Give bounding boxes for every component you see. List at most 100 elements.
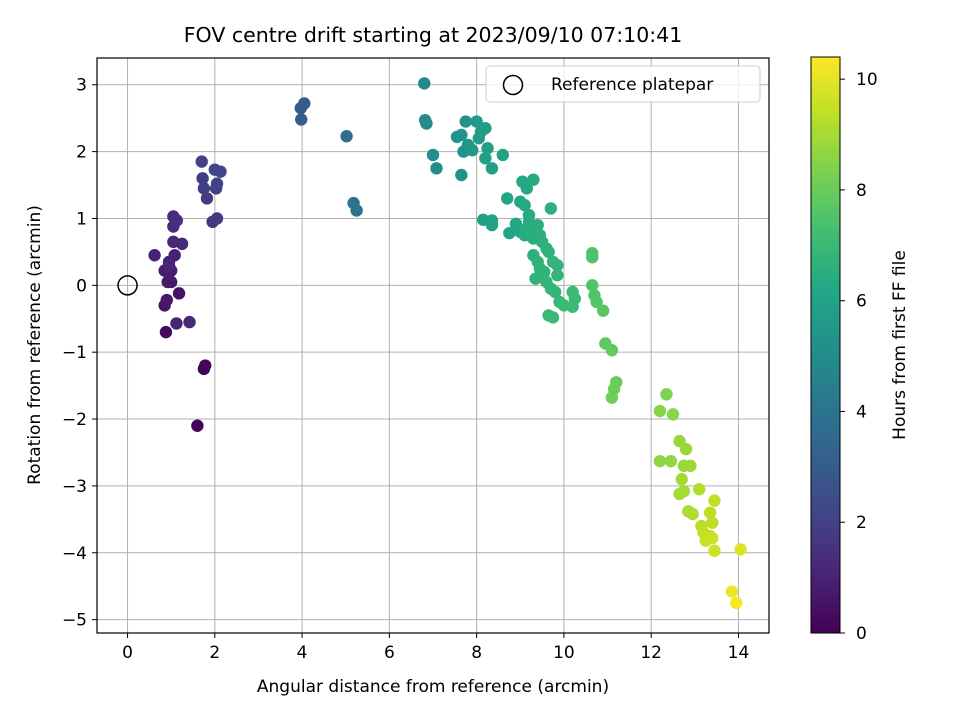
x-tick-label: 6 [384,643,395,663]
data-point [200,192,214,205]
y-tick-label: −1 [62,343,87,363]
data-point [295,113,308,126]
data-point [455,128,468,142]
data-point [566,300,579,313]
data-point [479,152,492,165]
chart-title: FOV centre drift starting at 2023/09/10 … [184,23,683,47]
legend: Reference platepar [485,65,761,103]
data-point [551,259,564,272]
data-point [159,325,173,339]
data-point [298,97,311,110]
y-axis-label: Rotation from reference (arcmin) [25,205,45,485]
legend-entry-reference: Reference platepar [551,75,713,95]
y-tick-label: −2 [62,410,87,430]
reference-point [117,275,138,296]
data-point [546,311,560,324]
data-point [703,506,717,519]
y-tick-label: −5 [62,611,87,631]
data-point [706,516,719,529]
data-point [420,117,433,130]
data-point [590,295,603,309]
data-point [531,218,544,232]
data-point [666,408,680,421]
data-point [430,162,443,175]
axes-frame [96,57,770,634]
data-point [496,148,510,162]
data-points [148,77,747,610]
data-point [605,343,619,357]
x-tick-label: 10 [553,643,575,663]
colorbar-tick-label: 8 [856,181,867,201]
colorbar-tick-label: 4 [856,402,867,422]
data-point [730,596,743,610]
data-point [725,585,739,598]
data-point [479,122,492,135]
data-point [686,507,699,521]
data-point [500,192,514,205]
y-tick-label: 1 [76,209,87,229]
data-point [210,177,224,190]
y-ticks: 3 2 1 0 −1 −2 −3 −4 −5 [62,76,97,631]
data-point [426,148,440,162]
data-point [470,115,483,128]
data-point [340,130,353,143]
legend-box [485,65,761,103]
x-axis-label: Angular distance from reference (arcmin) [257,677,609,697]
data-point [466,144,479,157]
data-point [677,485,691,498]
y-tick-label: 2 [76,143,87,163]
x-tick-label: 4 [297,643,308,663]
data-point [148,249,161,262]
data-point [653,454,667,468]
data-point [160,293,174,307]
data-point [503,226,516,240]
data-point [684,459,697,473]
reference-marker [117,275,138,296]
data-point [455,168,468,182]
data-point [548,285,562,299]
data-point [520,182,534,195]
data-point [199,359,212,372]
data-point [596,304,610,317]
data-point [459,115,472,128]
data-point [551,269,564,282]
data-point [350,204,363,217]
data-point [197,182,211,195]
colorbar-tick-label: 6 [856,292,867,312]
x-tick-label: 2 [209,643,220,663]
data-point [675,473,688,486]
data-point [210,212,224,225]
data-point [183,315,196,329]
y-tick-label: 3 [76,76,87,96]
data-point [529,272,542,285]
y-tick-label: −4 [62,544,87,564]
data-point [191,419,204,432]
data-point [518,198,531,212]
data-point [162,259,176,272]
x-tick-label: 12 [640,643,662,663]
x-ticks: 0 2 4 6 8 10 12 14 [122,633,749,663]
x-tick-label: 0 [122,643,133,663]
data-point [485,218,499,232]
data-point [481,142,494,155]
data-point [586,279,599,292]
data-point [544,202,558,215]
data-point [538,265,551,279]
data-point [214,165,227,178]
data-point [708,544,721,557]
data-point [542,245,555,259]
data-point [164,275,178,289]
data-point [653,404,667,418]
data-point [664,454,678,468]
colorbar-tick-label: 10 [856,70,878,90]
colorbar-ticks: 0 2 4 6 8 10 [840,70,878,644]
x-tick-label: 14 [728,643,750,663]
data-point [196,172,209,185]
colorbar: 0 2 4 6 8 10 Hours from first FF file [810,56,910,644]
data-point [679,442,693,456]
data-point [692,483,706,496]
data-point [605,391,619,404]
data-point [168,249,181,262]
data-point [527,173,540,186]
data-point [485,162,499,175]
